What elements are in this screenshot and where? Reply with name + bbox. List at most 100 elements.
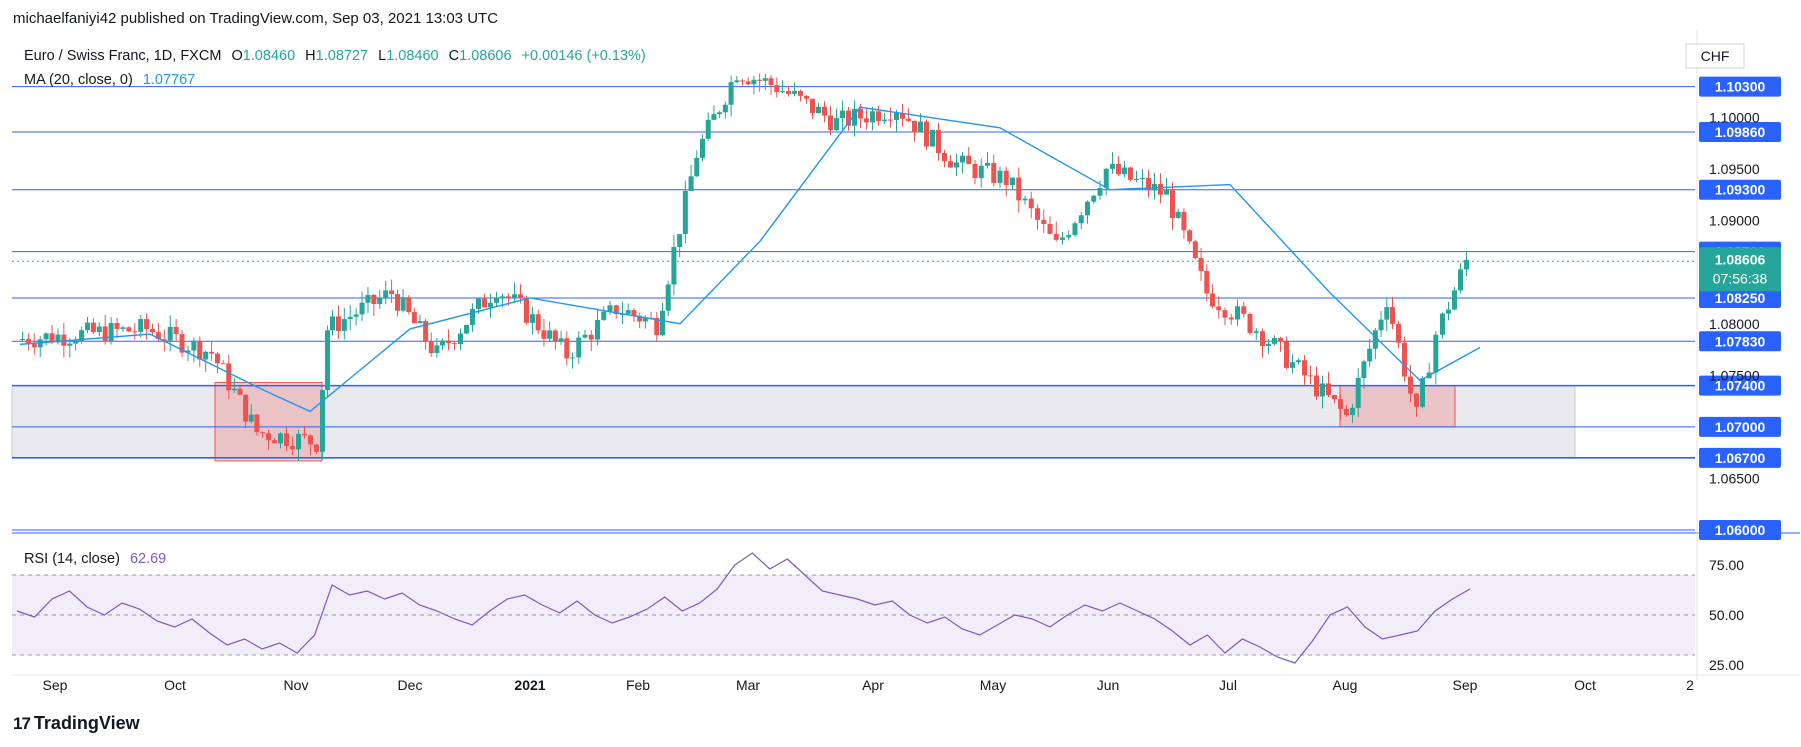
candle-body [1440, 313, 1445, 335]
candlestick [1187, 229, 1193, 244]
candlestick [254, 413, 260, 436]
candlestick [912, 120, 917, 142]
candle-body [631, 310, 637, 316]
candle-body [260, 432, 265, 434]
candle-body [576, 337, 582, 358]
candlestick [411, 308, 417, 324]
candlestick [79, 326, 85, 344]
candle-body [185, 350, 191, 353]
candle-body [613, 305, 619, 315]
candle-body [383, 290, 389, 299]
candlestick [1350, 404, 1355, 423]
candlestick [1103, 167, 1109, 196]
candle-body [1016, 177, 1022, 201]
candle-body [530, 314, 535, 323]
candle-body [1272, 337, 1277, 344]
candle-body [1091, 195, 1097, 202]
candle-body [541, 330, 547, 339]
candle-body [780, 91, 785, 93]
candle-body [488, 302, 493, 308]
candlestick [972, 159, 978, 185]
candlestick [494, 291, 499, 307]
rsi-value: 62.69 [130, 551, 166, 567]
candle-body [700, 138, 705, 158]
candlestick [1116, 156, 1121, 177]
currency-box[interactable] [1685, 43, 1745, 69]
candlestick [1296, 358, 1301, 365]
candle-body [1085, 201, 1090, 216]
candle-body [79, 330, 85, 342]
candlestick [948, 155, 953, 168]
candle-body [1053, 233, 1059, 240]
tradingview-logo[interactable]: 17 TradingView [13, 713, 140, 734]
price-tick-label: 1.08000 [1709, 316, 1760, 332]
level-price-label: 1.09300 [1699, 179, 1781, 200]
level-price-text: 1.06000 [1715, 522, 1766, 538]
candlestick [37, 335, 43, 358]
candlestick [173, 318, 179, 341]
candlestick [197, 336, 203, 367]
candlestick [834, 108, 839, 132]
level-price-label: 1.06000 [1699, 520, 1781, 540]
candlestick [1247, 312, 1253, 336]
time-tick-label: Oct [164, 677, 186, 693]
time-tick-label: Nov [284, 677, 309, 693]
candlestick [20, 332, 25, 341]
candle-body [828, 115, 833, 131]
candlestick [144, 313, 150, 340]
candlestick [359, 291, 365, 322]
candlestick [389, 279, 395, 304]
candle-body [1164, 190, 1169, 195]
candlestick [1420, 376, 1425, 409]
candlestick [1253, 327, 1259, 341]
candlestick [1003, 166, 1009, 197]
rsi-tick-label: 25.00 [1709, 657, 1744, 673]
candlestick [792, 82, 797, 97]
candle-body [671, 246, 677, 285]
candlestick [906, 108, 911, 123]
candle-body [547, 330, 553, 339]
legend-symbol: Euro / Swiss Franc, 1D, FXCM [24, 48, 221, 64]
candlestick [1041, 209, 1047, 234]
candle-body [1266, 343, 1271, 347]
level-price-box [1699, 287, 1781, 308]
ma-line [19, 106, 1481, 413]
candle-body [155, 332, 161, 340]
price-tick-label: 1.06500 [1709, 470, 1760, 486]
candle-body [314, 444, 319, 452]
candle-body [1446, 309, 1451, 314]
candle-body [90, 322, 96, 333]
candle-body [389, 290, 395, 295]
candle-body [762, 78, 768, 81]
candlestick [347, 304, 353, 331]
candle-body [341, 319, 347, 331]
level-price-box [1699, 375, 1781, 396]
candle-body [728, 82, 734, 105]
candlestick [1284, 336, 1289, 370]
level-price-text: 1.07830 [1715, 333, 1766, 349]
last-price-box [1699, 247, 1781, 292]
candlestick [220, 359, 226, 365]
level-price-text: 1.08250 [1715, 290, 1766, 306]
candle-body [1278, 337, 1283, 342]
candle-body [918, 121, 923, 133]
candle-body [757, 79, 763, 81]
time-tick-label: Dec [398, 677, 423, 693]
level-price-text: 1.07000 [1715, 419, 1766, 435]
candlestick [371, 293, 377, 317]
candle-body [900, 112, 905, 119]
candle-body [688, 176, 694, 191]
publisher-header: michaelfaniyi42 published on TradingView… [13, 10, 499, 27]
candle-body [711, 114, 717, 120]
candle-body [1367, 348, 1373, 362]
candlestick [625, 303, 631, 315]
candlestick [1078, 211, 1084, 230]
candlestick [1361, 359, 1367, 389]
candle-body [1010, 177, 1015, 186]
candle-body [144, 319, 150, 330]
candlestick [774, 77, 780, 98]
candlestick [1175, 208, 1181, 219]
candlestick [353, 308, 359, 326]
candle-body [1433, 334, 1439, 373]
